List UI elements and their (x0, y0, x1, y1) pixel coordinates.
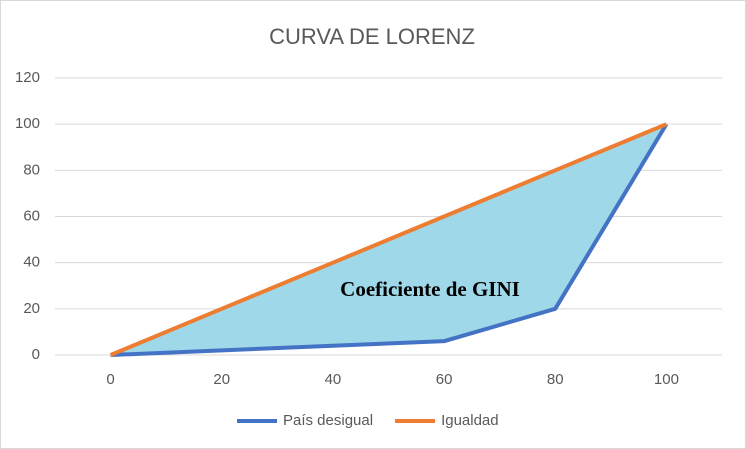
y-tick-label: 20 (23, 300, 40, 317)
line-series (109, 122, 668, 357)
chart-title: CURVA DE LORENZ (269, 24, 475, 49)
x-tick-label: 0 (106, 371, 114, 388)
x-tick-label: 40 (325, 371, 342, 388)
x-tick-label: 60 (436, 371, 453, 388)
y-tick-label: 120 (15, 69, 40, 86)
y-tick-label: 60 (23, 207, 40, 224)
legend-label: Igualdad (441, 412, 499, 429)
y-tick-label: 100 (15, 115, 40, 132)
x-tick-label: 100 (654, 371, 679, 388)
x-tick-label: 20 (213, 371, 230, 388)
legend-label: País desigual (283, 412, 373, 429)
y-tick-label: 40 (23, 254, 40, 271)
line-series (110, 123, 669, 357)
x-tick-label: 80 (547, 371, 564, 388)
annotation: Coeficiente de GINI (340, 277, 520, 301)
y-tick-label: 80 (23, 161, 40, 178)
y-tick-label: 0 (32, 346, 40, 363)
